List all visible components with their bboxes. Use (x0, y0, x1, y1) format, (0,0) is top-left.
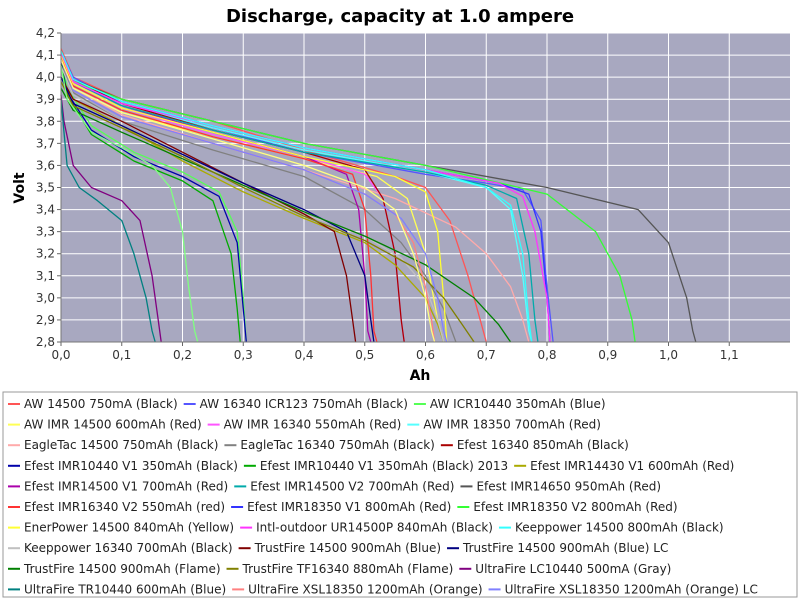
legend-entry: TrustFire 14500 900mAh (Blue) (254, 541, 441, 555)
x-tick-label: 0,2 (173, 348, 192, 362)
legend-entry: Intl-outdoor UR14500P 840mAh (Black) (256, 521, 493, 535)
legend-entry: Keeppower 14500 800mAh (Black) (515, 521, 724, 535)
legend-entry: EagleTac 14500 750mAh (Black) (24, 438, 218, 452)
legend-entry: Efest IMR18350 V1 800mAh (Red) (247, 500, 451, 514)
y-tick-label: 3,6 (36, 158, 55, 172)
legend-entry: Efest IMR10440 V1 350mAh (Black) (24, 459, 238, 473)
legend-entry: TrustFire 14500 900mAh (Flame) (23, 562, 221, 576)
axes: 0,0 0,1 0,2 0,3 0,4 0,5 0,6 0,7 0,8 0,9 1,0 1,1 2,8 2… (36, 26, 790, 362)
x-tick-label: 0,3 (234, 348, 253, 362)
x-axis-label: Ah (410, 368, 431, 384)
x-tick-label: 0,7 (477, 348, 496, 362)
y-tick-label: 3,7 (36, 136, 55, 150)
legend-entry: AW IMR 18350 700mAh (Red) (423, 418, 601, 432)
series-line-18 (60, 54, 448, 343)
series-line-7 (60, 63, 457, 343)
y-tick-label: 3,4 (36, 203, 55, 217)
legend-entry: Efest IMR18350 V2 800mAh (Red) (473, 500, 677, 514)
series-line-15 (60, 57, 378, 343)
legend-entry: Efest IMR14650 950mAh (Red) (476, 479, 661, 493)
x-tick-label: 0,0 (51, 348, 70, 362)
series-line-13 (60, 54, 539, 343)
x-tick-label: 0,8 (537, 348, 556, 362)
y-tick-label: 3,0 (36, 291, 55, 305)
legend-entry: Efest IMR14500 V2 700mAh (Red) (250, 479, 454, 493)
legend-entry: Efest IMR14500 V1 700mAh (Red) (24, 479, 228, 493)
x-tick-label: 0,5 (355, 348, 374, 362)
x-tick-label: 0,6 (416, 348, 435, 362)
y-tick-label: 3,2 (36, 247, 55, 261)
y-tick-label: 4,0 (36, 70, 55, 84)
series-lines (60, 48, 697, 343)
y-tick-label: 3,5 (36, 181, 55, 195)
legend-entry: Efest IMR16340 V2 550mAh (red) (24, 500, 225, 514)
series-line-27 (60, 99, 156, 343)
legend-entry: Efest 16340 850mAh (Black) (457, 438, 629, 452)
y-tick-label: 2,9 (36, 313, 55, 327)
legend-entry: TrustFire TF16340 880mAh (Flame) (242, 562, 454, 576)
y-tick-label: 3,9 (36, 92, 55, 106)
series-line-10 (60, 63, 241, 343)
series-line-1 (60, 50, 554, 343)
series-line-31 (60, 59, 436, 343)
series-line-26 (60, 94, 162, 343)
chart-title: Discharge, capacity at 1.0 ampere (226, 6, 574, 27)
series-line-25 (60, 81, 475, 343)
x-tick-label: 1,0 (659, 348, 678, 362)
legend-entry: AW 14500 750mA (Black) (24, 397, 178, 411)
legend-entry: Keeppower 16340 700mAh (Black) (24, 541, 233, 555)
legend-entry: AW ICR10440 350mAh (Blue) (430, 397, 606, 411)
y-tick-label: 3,3 (36, 225, 55, 239)
y-tick-label: 4,1 (36, 48, 55, 62)
series-line-30 (60, 65, 199, 343)
legend-entry: UltraFire XSL18350 1200mAh (Orange) (248, 582, 482, 596)
y-tick-label: 3,1 (36, 269, 55, 283)
legend-entry: UltraFire XSL18350 1200mAh (Orange) LC (505, 582, 758, 596)
legend-entry: TrustFire 14500 900mAh (Blue) LC (462, 541, 668, 555)
series-line-6 (60, 59, 530, 343)
series-line-8 (60, 50, 405, 343)
legend-entry: Efest IMR14430 V1 600mAh (Red) (530, 459, 734, 473)
legend-entry: EagleTac 16340 750mAh (Black) (240, 438, 434, 452)
x-tick-label: 0,1 (112, 348, 131, 362)
y-tick-label: 2,8 (36, 335, 55, 349)
legend-entry: UltraFire LC10440 500mA (Gray) (475, 562, 671, 576)
x-tick-label: 0,4 (294, 348, 313, 362)
legend-entry: AW 16340 ICR123 750mAh (Black) (200, 397, 408, 411)
legend-entry: EnerPower 14500 840mAh (Yellow) (24, 521, 234, 535)
x-tick-label: 1,1 (720, 348, 739, 362)
legend-entry: AW IMR 14500 600mAh (Red) (24, 418, 202, 432)
series-line-23 (60, 76, 375, 343)
legend-box (2, 391, 798, 598)
series-line-24 (60, 87, 512, 343)
legend-entry: Efest IMR10440 V1 350mAh (Black) 2013 (260, 459, 508, 473)
legend: AW 14500 750mA (Black) AW 16340 ICR123 75… (8, 397, 758, 596)
y-axis-label: Volt (12, 172, 28, 203)
y-tick-label: 3,8 (36, 114, 55, 128)
legend-entry: AW IMR 16340 550mAh (Red) (224, 418, 402, 432)
series-line-29 (60, 59, 448, 343)
y-tick-label: 4,2 (36, 26, 55, 40)
series-line-20 (60, 50, 533, 343)
x-tick-label: 0,9 (598, 348, 617, 362)
legend-entry: UltraFire TR10440 600mAh (Blue) (24, 582, 226, 596)
